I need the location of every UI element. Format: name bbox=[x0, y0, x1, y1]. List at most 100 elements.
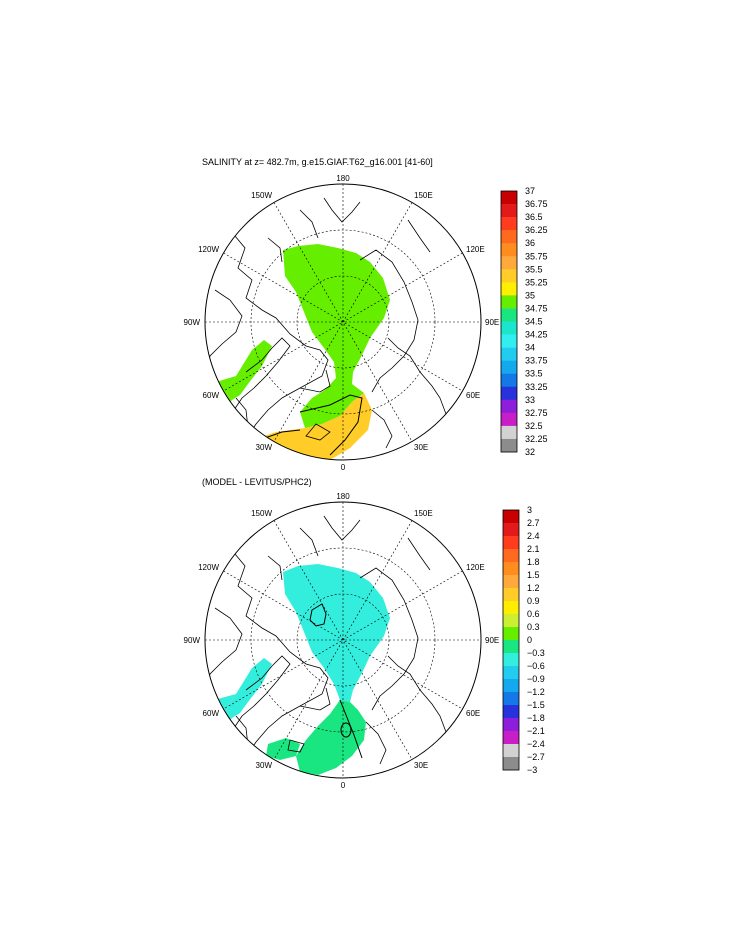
panel1-lon-label-150w: 150W bbox=[251, 191, 272, 200]
colorbar-swatch bbox=[503, 549, 519, 563]
panel2-lon-label-90w: 90W bbox=[184, 636, 201, 645]
panel1-lon-label-120e: 120E bbox=[466, 245, 485, 254]
panel2-lon-label-30w: 30W bbox=[256, 761, 273, 770]
colorbar-swatch bbox=[501, 230, 517, 244]
panel1-arctic-basin-fill bbox=[283, 244, 390, 428]
panel1-lon-label-60e: 60E bbox=[466, 391, 480, 400]
panel1-lon-label-120w: 120W bbox=[198, 245, 219, 254]
colorbar-label: 35 bbox=[525, 290, 535, 300]
colorbar-label: 33.5 bbox=[525, 369, 543, 379]
colorbar-swatch bbox=[501, 295, 517, 309]
panel2-graticule bbox=[205, 502, 481, 778]
colorbar-swatch bbox=[503, 705, 519, 719]
colorbar-swatch bbox=[501, 438, 517, 453]
colorbar-swatch bbox=[503, 601, 519, 615]
panel1-graticule bbox=[205, 184, 481, 460]
colorbar-label: −2.1 bbox=[527, 726, 545, 736]
panel2-nordic-fill bbox=[296, 700, 366, 775]
panel2-lon-label-60e: 60E bbox=[466, 709, 480, 718]
colorbar-label: 36.5 bbox=[525, 212, 543, 222]
panel1-coastlines bbox=[205, 197, 447, 449]
colorbar-label: −3 bbox=[527, 765, 537, 775]
panel2-lon-label-120e: 120E bbox=[466, 563, 485, 572]
panel2-colorbar: 3 2.7 2.4 2.1 1.8 1.5 1.2 0.9 0.6 0.3 0 −0.3 −0.6 −0.… bbox=[502, 505, 545, 775]
colorbar-label: −1.8 bbox=[527, 713, 545, 723]
colorbar-swatch bbox=[501, 256, 517, 270]
colorbar-label: 0.3 bbox=[527, 622, 540, 632]
panel1-colorbar: 37 36.75 36.5 36.25 36 35.75 35.5 35.25 35 34.75 3… bbox=[500, 186, 548, 457]
colorbar-swatch bbox=[501, 425, 517, 440]
colorbar-swatch bbox=[501, 269, 517, 283]
colorbar-label: −0.6 bbox=[527, 661, 545, 671]
colorbar-swatch bbox=[503, 588, 519, 602]
colorbar-label: 32 bbox=[525, 447, 535, 457]
colorbar-swatch bbox=[503, 718, 519, 732]
colorbar-swatch bbox=[503, 640, 519, 654]
colorbar-swatch bbox=[503, 510, 519, 524]
panel1-lon-label-180: 180 bbox=[336, 174, 350, 183]
colorbar-swatch bbox=[503, 757, 519, 771]
colorbar-label: −1.2 bbox=[527, 687, 545, 697]
colorbar-swatch bbox=[503, 744, 519, 758]
colorbar-swatch bbox=[503, 523, 519, 537]
colorbar-swatch bbox=[501, 243, 517, 257]
colorbar-swatch bbox=[503, 692, 519, 706]
colorbar-swatch bbox=[501, 360, 517, 374]
colorbar-swatch bbox=[503, 666, 519, 680]
colorbar-label: −2.7 bbox=[527, 752, 545, 762]
colorbar-label: 36 bbox=[525, 238, 535, 248]
panel1-lon-label-30w: 30W bbox=[256, 443, 273, 452]
panel1-contours bbox=[264, 394, 363, 456]
colorbar-label: 37 bbox=[525, 186, 535, 196]
panel2-lon-label-150e: 150E bbox=[414, 509, 433, 518]
panel2-title: (MODEL - LEVITUS/PHC2) bbox=[202, 477, 312, 487]
colorbar-swatch bbox=[501, 308, 517, 322]
colorbar-label: −1.5 bbox=[527, 700, 545, 710]
colorbar-label: 34 bbox=[525, 343, 535, 353]
colorbar-swatch bbox=[503, 536, 519, 550]
colorbar-label: 32.25 bbox=[525, 434, 548, 444]
panel2-lon-label-30e: 30E bbox=[414, 761, 428, 770]
panel2-lon-label-60w: 60W bbox=[203, 709, 220, 718]
colorbar-swatch bbox=[503, 731, 519, 745]
panel1-lon-label-0: 0 bbox=[341, 463, 346, 472]
colorbar-swatch bbox=[503, 575, 519, 589]
panel2-coastlines bbox=[205, 515, 447, 765]
colorbar-swatch bbox=[501, 412, 517, 427]
colorbar-swatch bbox=[501, 321, 517, 335]
colorbar-label: 2.4 bbox=[527, 531, 540, 541]
colorbar-swatch bbox=[501, 217, 517, 231]
panel1-title: SALINITY at z= 482.7m, g.e15.GIAF.T62_g1… bbox=[202, 157, 433, 167]
colorbar-label: 33.25 bbox=[525, 382, 548, 392]
colorbar-label: 0.9 bbox=[527, 596, 540, 606]
colorbar-label: 36.25 bbox=[525, 225, 548, 235]
colorbar-swatch bbox=[503, 562, 519, 576]
colorbar-swatch bbox=[501, 204, 517, 218]
panel1-lon-label-90e: 90E bbox=[485, 318, 499, 327]
panel2-lon-label-90e: 90E bbox=[485, 636, 499, 645]
panel2-map-border bbox=[204, 501, 482, 779]
colorbar-label: 32.75 bbox=[525, 408, 548, 418]
panel2-map: 180 150E 120E 90E 60E 30E 0 30W 60W 90W … bbox=[184, 492, 545, 790]
panel2-arctic-basin-fill bbox=[283, 564, 390, 702]
colorbar-label: 3 bbox=[527, 505, 532, 515]
colorbar-label: 33 bbox=[525, 395, 535, 405]
colorbar-label: 34.25 bbox=[525, 330, 548, 340]
panel1-nordic-warm-fill bbox=[258, 393, 372, 460]
colorbar-swatch bbox=[501, 282, 517, 296]
colorbar-label: −0.9 bbox=[527, 674, 545, 684]
panel1-map: 180 150E 120E 90E 60E 30E 0 30W 60W 90W … bbox=[184, 174, 548, 472]
colorbar-swatch bbox=[501, 386, 517, 401]
colorbar-label: −2.4 bbox=[527, 739, 545, 749]
panel1-lon-label-30e: 30E bbox=[414, 443, 428, 452]
colorbar-swatch bbox=[503, 614, 519, 628]
colorbar-swatch bbox=[503, 653, 519, 667]
colorbar-label: 34.75 bbox=[525, 303, 548, 313]
colorbar-frame bbox=[500, 190, 518, 453]
colorbar-label: 1.2 bbox=[527, 583, 540, 593]
colorbar-label: 36.75 bbox=[525, 199, 548, 209]
colorbar-label: 35.75 bbox=[525, 251, 548, 261]
colorbar-swatch bbox=[501, 347, 517, 361]
colorbar-swatch bbox=[501, 191, 517, 205]
colorbar-swatch bbox=[501, 373, 517, 388]
